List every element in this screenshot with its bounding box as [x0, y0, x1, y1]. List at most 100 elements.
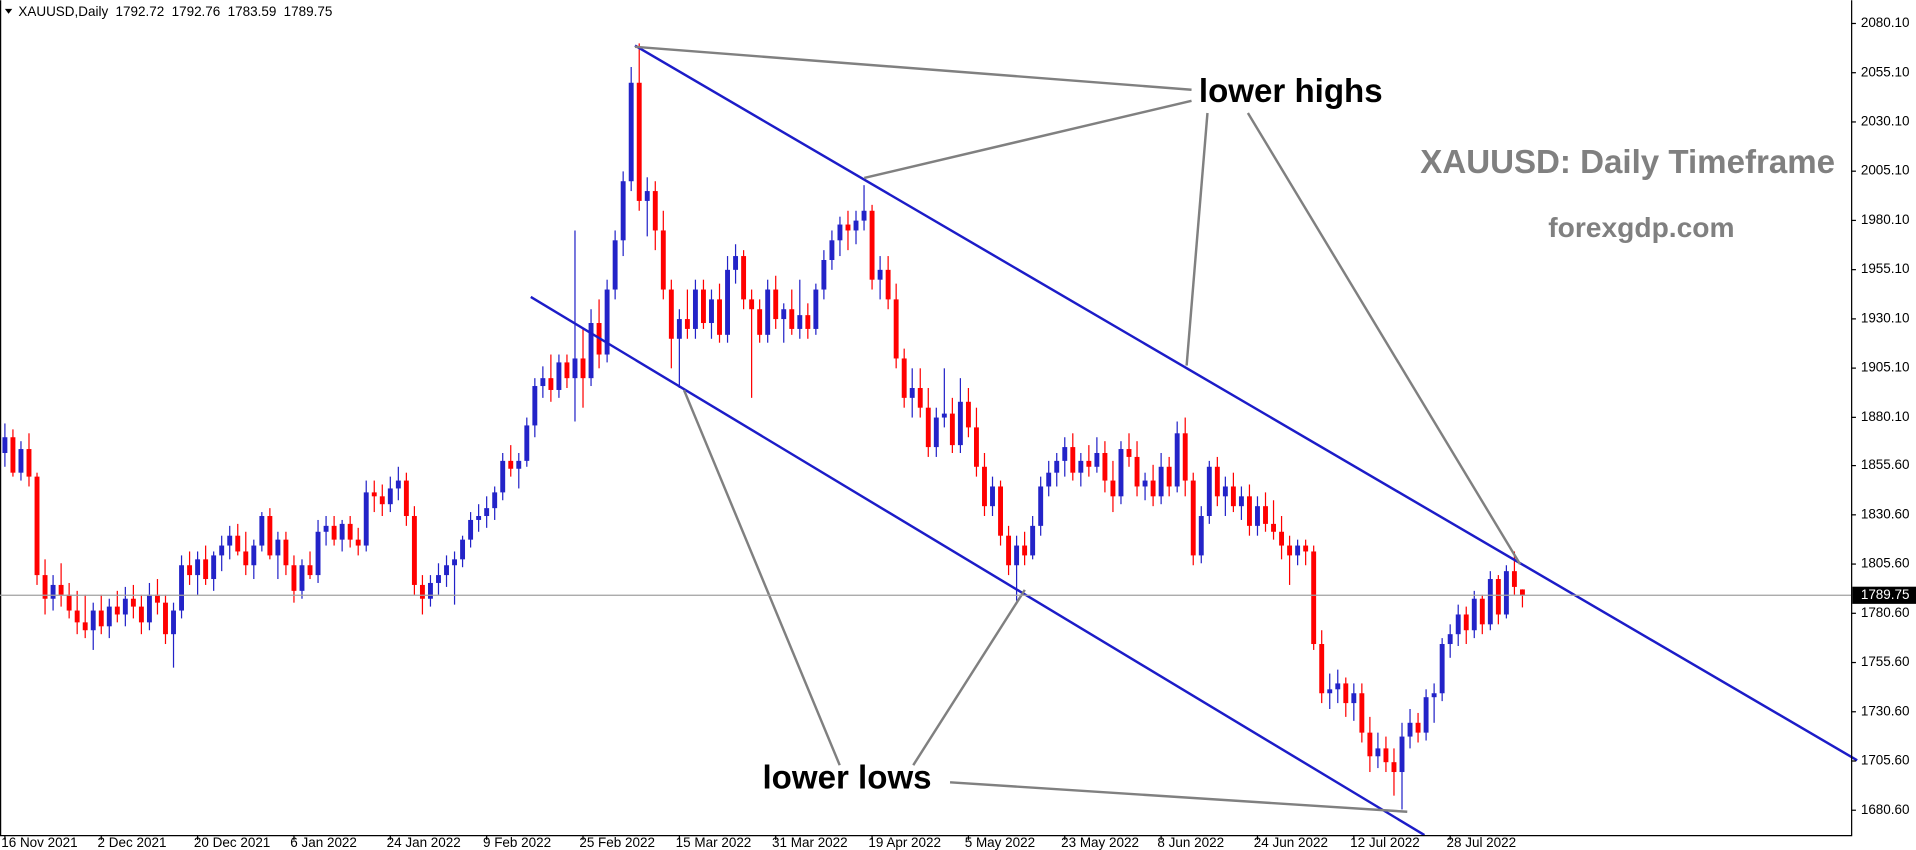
candle-body — [1447, 634, 1453, 645]
upper-channel-line — [634, 44, 1858, 762]
x-tick-label: 20 Dec 2021 — [194, 835, 270, 850]
candle-body — [861, 210, 867, 221]
candle-body — [508, 460, 514, 469]
current-price-box — [1852, 586, 1916, 604]
candle-body — [973, 427, 979, 467]
candle-body — [1086, 460, 1092, 467]
watermark-site: forexgdp.com — [1548, 211, 1734, 243]
candle-body — [1118, 449, 1124, 497]
y-tick-label: 1780.60 — [1861, 605, 1910, 620]
x-tick-label: 24 Jan 2022 — [387, 835, 461, 850]
candle-body — [163, 602, 168, 635]
annotation: lower lows — [762, 760, 931, 797]
ohlc-low: 1783.59 — [228, 4, 277, 19]
candle-body — [837, 224, 843, 241]
candle-body — [1134, 456, 1140, 487]
header-arrow — [4, 8, 13, 14]
candle-body — [1022, 545, 1028, 556]
candle-body — [82, 622, 88, 631]
candle-body — [885, 269, 891, 300]
candle-body — [371, 492, 377, 497]
candle-body — [1102, 452, 1108, 481]
candle-body — [74, 610, 80, 623]
symbol: XAUUSD,Daily — [18, 4, 108, 19]
lower-channel-line — [530, 295, 1426, 837]
candle-body — [941, 413, 947, 418]
candle-body — [628, 82, 634, 182]
candle-body — [805, 315, 811, 329]
candle-body — [468, 519, 474, 540]
candle-body — [749, 299, 755, 310]
candle-body — [1006, 535, 1012, 566]
candle-body — [26, 449, 32, 477]
candle-body — [187, 565, 193, 576]
candle-body — [652, 191, 658, 231]
x-tick-label: 2 Dec 2021 — [98, 835, 167, 850]
candle-body — [524, 425, 530, 461]
candle-body — [1271, 523, 1276, 532]
candle-body — [1287, 545, 1293, 556]
candle-body — [1246, 496, 1252, 526]
candle-body — [1222, 486, 1228, 497]
candle-body — [717, 299, 722, 335]
candle-body — [1078, 460, 1084, 473]
candle-body — [797, 315, 803, 329]
candle-body — [323, 525, 329, 532]
candle-body — [291, 565, 297, 591]
candle-body — [1439, 644, 1445, 694]
candle-body — [556, 362, 562, 390]
candle-body — [211, 555, 217, 580]
candle-body — [460, 539, 466, 560]
candle-body — [444, 565, 449, 576]
candle-body — [917, 388, 923, 408]
candle-body — [765, 289, 771, 335]
y-tick-label: 1930.10 — [1861, 310, 1910, 325]
x-tick-label: 9 Feb 2022 — [483, 835, 551, 850]
candle-body — [1383, 748, 1389, 763]
candle-body — [612, 240, 618, 290]
candle-body — [1399, 736, 1405, 773]
candle-body — [66, 594, 72, 611]
header: XAUUSD,Daily 1792.72 1792.76 1783.59 178… — [4, 4, 332, 19]
candle-body — [1110, 480, 1116, 497]
annotation: lower highs — [1199, 73, 1383, 110]
candle-body — [949, 413, 955, 446]
candle-body — [403, 480, 409, 517]
candle-body — [484, 508, 490, 517]
candle-body — [620, 181, 626, 241]
y-tick-label: 1980.10 — [1861, 212, 1910, 227]
y-tick-label: 1705.60 — [1861, 753, 1910, 768]
candle-body — [1391, 762, 1397, 773]
candle-body — [307, 565, 313, 576]
candle-body — [540, 378, 546, 387]
candle-body — [2, 437, 8, 453]
candle-body — [243, 551, 249, 566]
candle-body — [684, 319, 690, 329]
candle-body — [893, 299, 899, 359]
candle-body — [1038, 486, 1044, 526]
y-tick-label: 1680.60 — [1861, 802, 1910, 817]
y-tick-label: 1805.60 — [1861, 556, 1910, 571]
candle-body — [1198, 516, 1204, 556]
candle-body — [1519, 589, 1525, 596]
candle-body — [58, 584, 64, 595]
candle-body — [1327, 689, 1333, 694]
x-tick-label: 24 Jun 2022 — [1254, 835, 1328, 850]
candle-body — [1335, 683, 1341, 690]
candle-body — [138, 606, 144, 623]
x-tick-label: 15 Mar 2022 — [676, 835, 752, 850]
ohlc-high: 1792.76 — [172, 4, 221, 19]
candle-body — [1359, 693, 1365, 733]
x-tick-label: 31 Mar 2022 — [772, 835, 848, 850]
candle-body — [355, 539, 361, 546]
candle-body — [998, 486, 1003, 536]
y-tick-label: 1880.10 — [1861, 409, 1910, 424]
candle-body — [18, 449, 24, 473]
candle-body — [1230, 486, 1236, 507]
candle-body — [1487, 579, 1493, 625]
pointer-line — [634, 45, 1192, 91]
pointer-line — [949, 781, 1408, 813]
candle-body — [436, 575, 441, 583]
x-tick-label: 5 May 2022 — [965, 835, 1035, 850]
candle-body — [1351, 693, 1357, 704]
